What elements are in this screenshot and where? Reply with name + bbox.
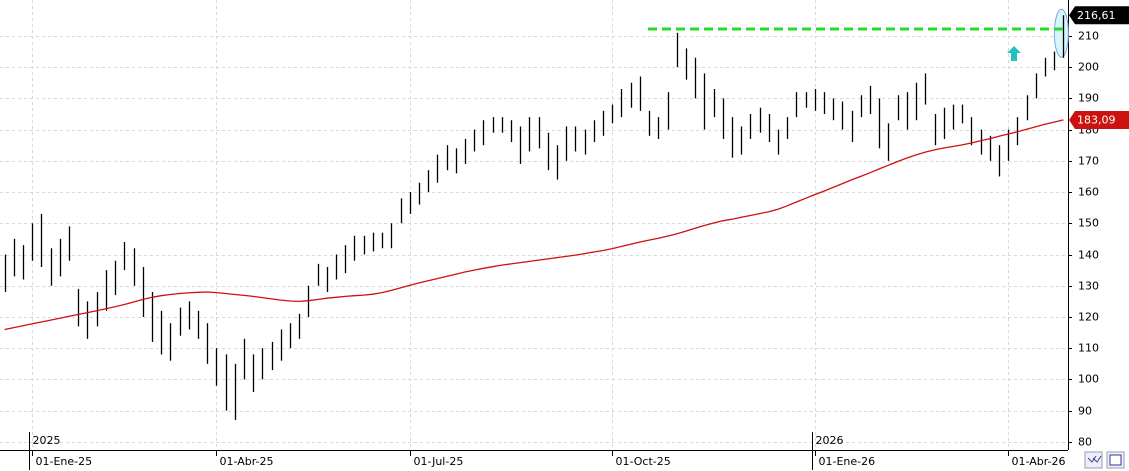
x-tick-label: 01-Ene-26 xyxy=(819,455,876,468)
highlight xyxy=(1053,8,1069,58)
x-tick-label: 01-Oct-25 xyxy=(616,455,671,468)
y-tick-label: 190 xyxy=(1078,92,1099,105)
y-tick-label: 210 xyxy=(1078,30,1099,43)
y-tick-label: 200 xyxy=(1078,61,1099,74)
y-tick-label: 120 xyxy=(1078,311,1099,324)
price-badge-label: 216,61 xyxy=(1077,9,1116,22)
y-tick-label: 150 xyxy=(1078,217,1099,230)
save-icon xyxy=(1109,454,1122,466)
toolbar xyxy=(1084,451,1125,469)
price-badge xyxy=(1069,6,1129,25)
y-tick-label: 80 xyxy=(1078,436,1092,449)
x-tick-label: 01-Jul-25 xyxy=(414,455,464,468)
x-tick-label: 01-Ene-25 xyxy=(36,455,93,468)
moving-average xyxy=(4,119,1064,331)
x-tick-label: 01-Abr-25 xyxy=(220,455,274,468)
y-tick-label: 140 xyxy=(1078,249,1099,262)
up-arrow xyxy=(1007,46,1021,61)
x-tick-label: 01-Abr-26 xyxy=(1012,455,1066,468)
price-badge xyxy=(1069,110,1129,129)
price-badge-label: 183,09 xyxy=(1077,113,1116,126)
y-tick-label: 100 xyxy=(1078,373,1099,386)
y-tick-label: 90 xyxy=(1078,405,1092,418)
y-tick-label: 130 xyxy=(1078,280,1099,293)
year-label: 2025 xyxy=(33,434,61,447)
y-tick-label: 160 xyxy=(1078,186,1099,199)
year-label: 2026 xyxy=(816,434,844,447)
y-tick-label: 170 xyxy=(1078,155,1099,168)
zoom-icon xyxy=(1087,455,1102,463)
y-tick-label: 110 xyxy=(1078,342,1099,355)
